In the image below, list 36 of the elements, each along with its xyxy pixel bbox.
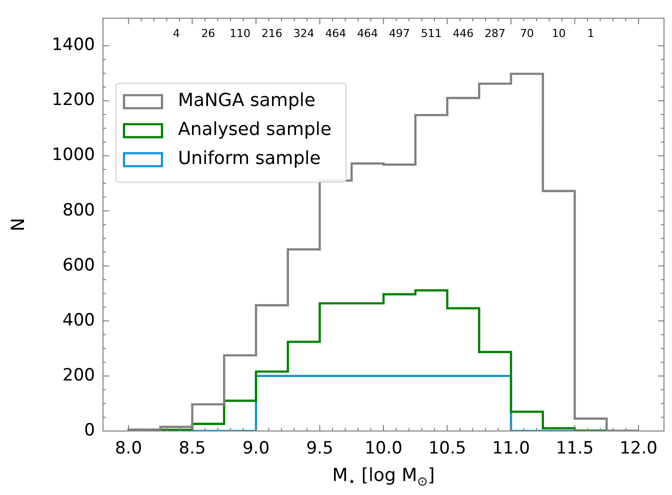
legend-label: Uniform sample	[178, 148, 321, 169]
x-tick-label: 8.0	[114, 438, 142, 459]
legend-label: Analysed sample	[178, 118, 332, 140]
annotation: 1	[587, 27, 594, 40]
annotation: 324	[293, 27, 314, 40]
annotation: 464	[357, 27, 378, 40]
x-tick-label: 10.0	[364, 438, 402, 459]
annotation: 216	[261, 27, 282, 40]
y-tick-label: 0	[84, 420, 95, 440]
x-tick-label: 10.5	[428, 438, 466, 459]
annotation: 26	[201, 27, 216, 40]
annotation: 287	[484, 27, 506, 40]
annotation: 464	[325, 27, 346, 40]
y-tick-label: 800	[62, 200, 95, 220]
annotation: 511	[420, 27, 442, 40]
x-tick-label: 12.0	[620, 438, 658, 459]
annotation: 4	[172, 27, 180, 40]
x-tick-label: 11.0	[492, 438, 530, 459]
x-tick-label: 9.0	[242, 438, 270, 459]
x-tick-label: 11.5	[556, 438, 594, 459]
annotation: 446	[452, 27, 474, 40]
x-tick-label: 8.5	[178, 438, 206, 459]
annotation: 110	[230, 27, 251, 40]
annotation: 497	[388, 27, 410, 40]
y-tick-label: 1400	[52, 35, 95, 56]
y-tick-label: 1000	[52, 145, 95, 166]
x-tick-label: 9.5	[306, 438, 334, 459]
y-tick-label: 400	[62, 310, 95, 330]
y-tick-label: 1200	[52, 90, 95, 110]
annotation: 10	[552, 27, 566, 40]
x-axis-title: M⋆ [log M⊙]	[332, 465, 435, 488]
annotation: 70	[520, 27, 534, 40]
y-tick-label: 600	[62, 255, 95, 276]
y-tick-label: 200	[62, 365, 95, 386]
y-axis-title: N	[8, 218, 29, 232]
legend-label: MaNGA sample	[178, 90, 316, 111]
